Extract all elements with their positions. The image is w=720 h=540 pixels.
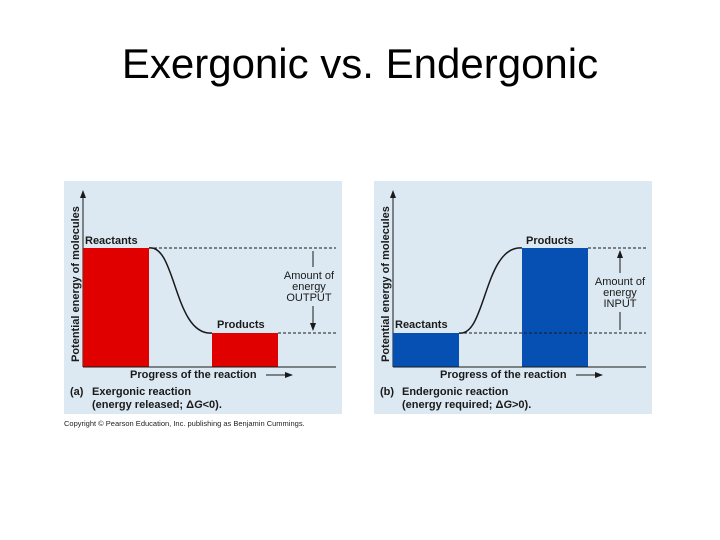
energy-output-label-line2: energy bbox=[292, 281, 326, 293]
products-label: Products bbox=[217, 319, 265, 331]
products-energy-bar bbox=[522, 248, 588, 367]
exergonic-panel: Potential energy of molecules Reactants … bbox=[64, 181, 342, 414]
exergonic-caption-title: Exergonic reaction bbox=[92, 386, 191, 398]
reactants-energy-bar bbox=[393, 333, 459, 367]
energy-output-label-line3: OUTPUT bbox=[286, 292, 332, 304]
slide-title: Exergonic vs. Endergonic bbox=[121, 40, 599, 87]
exergonic-energy-curve bbox=[148, 247, 213, 334]
exergonic-caption-detail: (energy released; ΔG<0). bbox=[92, 399, 222, 411]
reactants-label: Reactants bbox=[85, 235, 138, 247]
reactants-energy-bar bbox=[83, 248, 149, 367]
copyright-notice: Copyright © Pearson Education, Inc. publ… bbox=[64, 419, 305, 428]
energy-input-label-line2: energy bbox=[603, 287, 637, 299]
reactants-label: Reactants bbox=[395, 319, 448, 331]
exergonic-y-axis-label: Potential energy of molecules bbox=[70, 206, 82, 362]
energy-diagram-figure: Potential energy of molecules Reactants … bbox=[64, 181, 652, 431]
endergonic-panel: Potential energy of molecules Products R… bbox=[374, 181, 652, 414]
energy-diagrams-svg: Potential energy of molecules Reactants … bbox=[64, 181, 652, 414]
endergonic-caption-tag: (b) bbox=[380, 386, 394, 398]
endergonic-caption-title: Endergonic reaction bbox=[402, 386, 509, 398]
energy-output-label-backdrop bbox=[280, 267, 340, 306]
products-energy-bar bbox=[212, 333, 278, 367]
energy-input-label-backdrop bbox=[590, 273, 650, 312]
endergonic-caption-detail: (energy required; ΔG>0). bbox=[402, 399, 531, 411]
products-label: Products bbox=[526, 235, 574, 247]
exergonic-caption-tag: (a) bbox=[70, 386, 84, 398]
endergonic-energy-curve bbox=[458, 247, 523, 334]
endergonic-x-axis-label: Progress of the reaction bbox=[440, 369, 567, 381]
endergonic-y-axis-label: Potential energy of molecules bbox=[380, 206, 392, 362]
energy-output-label-line1: Amount of bbox=[284, 270, 335, 282]
energy-input-label-line1: Amount of bbox=[595, 276, 646, 288]
energy-input-label-line3: INPUT bbox=[604, 298, 637, 310]
exergonic-x-axis-label: Progress of the reaction bbox=[130, 369, 257, 381]
